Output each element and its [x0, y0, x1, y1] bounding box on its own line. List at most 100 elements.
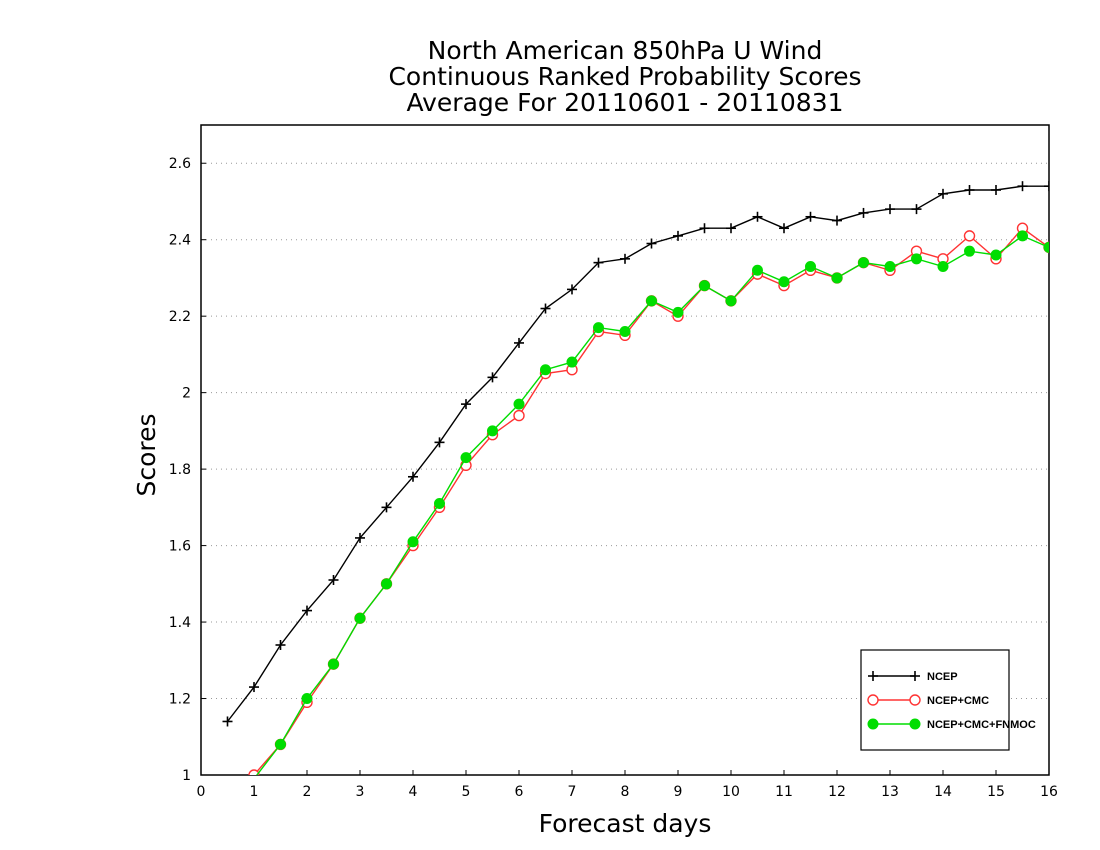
x-tick-label: 8: [621, 784, 630, 800]
data-point: [301, 693, 313, 705]
data-point: [1017, 181, 1028, 192]
data-point: [672, 306, 684, 318]
data-point: [275, 640, 286, 650]
legend-marker: [909, 718, 921, 730]
grid-lines: [201, 162, 1049, 700]
legend-label: NCEP+CMC+FNMOC: [927, 719, 1036, 731]
data-point: [355, 532, 365, 543]
y-tick-label: 1.4: [169, 615, 191, 631]
y-tick-label: 1.2: [169, 692, 191, 708]
data-point: [593, 257, 604, 268]
data-point: [540, 303, 551, 314]
x-tick-label: 9: [674, 784, 683, 800]
y-tick-label: 2: [182, 386, 191, 402]
data-point: [513, 409, 525, 422]
data-point: [884, 260, 896, 272]
data-point: [567, 284, 577, 295]
legend-marker: [909, 694, 921, 706]
data-point: [726, 223, 736, 234]
data-point: [646, 238, 657, 249]
legend-label: NCEP: [927, 671, 958, 683]
y-tick-label: 1.6: [169, 539, 191, 555]
series-line-0: [226, 185, 1049, 722]
x-tick-label: 16: [1040, 784, 1058, 800]
data-point: [885, 204, 895, 215]
data-point: [832, 215, 842, 226]
data-point: [619, 325, 631, 337]
legend-marker: [867, 718, 879, 730]
data-point: [513, 398, 525, 410]
data-point: [646, 295, 657, 307]
data-point: [328, 658, 339, 670]
data-point: [964, 185, 975, 195]
y-axis-label: Scores: [132, 413, 161, 496]
series-layer: [222, 181, 1049, 775]
data-point: [1044, 181, 1049, 192]
data-point: [964, 245, 975, 257]
data-point: [990, 249, 1002, 261]
data-point: [381, 502, 392, 513]
axes: 11.21.41.61.822.22.42.60 1 2 3 4 5 6 7 8 9 10 11 12 1…: [169, 124, 1058, 800]
data-point: [805, 211, 816, 222]
data-point: [461, 399, 471, 410]
data-point: [407, 536, 419, 548]
x-tick-label: 4: [409, 784, 418, 800]
x-tick-label: 12: [828, 784, 846, 800]
data-point: [434, 437, 445, 448]
chart-title-line-1: North American 850hPa U Wind: [427, 36, 823, 65]
data-point: [408, 471, 418, 482]
x-tick-label: 15: [987, 784, 1005, 800]
data-point: [381, 578, 392, 590]
y-tick-label: 1.8: [169, 462, 191, 478]
data-point: [620, 253, 630, 264]
data-point: [673, 230, 683, 241]
x-tick-label: 14: [934, 784, 952, 800]
x-tick-label: 1: [250, 784, 259, 800]
data-point: [540, 364, 551, 376]
data-point: [699, 280, 710, 292]
legend-label: NCEP+CMC: [927, 695, 989, 707]
data-point: [938, 188, 948, 199]
data-point: [831, 272, 843, 284]
data-point: [434, 498, 445, 510]
data-point: [752, 211, 763, 222]
x-tick-label: 11: [775, 784, 793, 800]
data-point: [248, 769, 260, 775]
legend-marker: [867, 694, 879, 706]
legend-marker: [910, 671, 920, 681]
data-point: [487, 425, 498, 437]
x-tick-label: 10: [722, 784, 740, 800]
data-point: [487, 372, 498, 383]
data-point: [566, 356, 578, 368]
data-point: [752, 264, 763, 276]
data-point: [328, 575, 339, 585]
y-tick-label: 2.2: [169, 309, 191, 325]
data-point: [725, 295, 737, 307]
y-tick-label: 2.4: [169, 233, 191, 249]
data-point: [460, 452, 472, 464]
data-point: [805, 260, 816, 272]
data-point: [858, 257, 869, 269]
x-tick-label: 13: [881, 784, 899, 800]
x-axis-label: Forecast days: [539, 809, 712, 838]
data-point: [354, 612, 366, 624]
chart-title-line-3: Average For 20110601 - 20110831: [406, 88, 844, 117]
data-point: [911, 253, 922, 265]
data-point: [275, 738, 286, 750]
data-point: [249, 682, 259, 693]
data-point: [699, 223, 710, 234]
y-tick-label: 1: [182, 768, 191, 784]
data-point: [858, 207, 869, 218]
x-tick-label: 6: [515, 784, 524, 800]
chart-title-line-2: Continuous Ranked Probability Scores: [388, 62, 862, 91]
x-tick-label: 2: [303, 784, 312, 800]
data-point: [937, 260, 949, 272]
x-tick-label: 7: [568, 784, 577, 800]
legend: NCEP NCEP+CMC NCEP+CMC+FNMOC: [860, 649, 1036, 751]
data-point: [1043, 241, 1049, 253]
data-point: [778, 276, 790, 288]
plot-frame: [200, 124, 1050, 776]
x-tick-label: 0: [197, 784, 206, 800]
legend-marker: [868, 671, 878, 681]
